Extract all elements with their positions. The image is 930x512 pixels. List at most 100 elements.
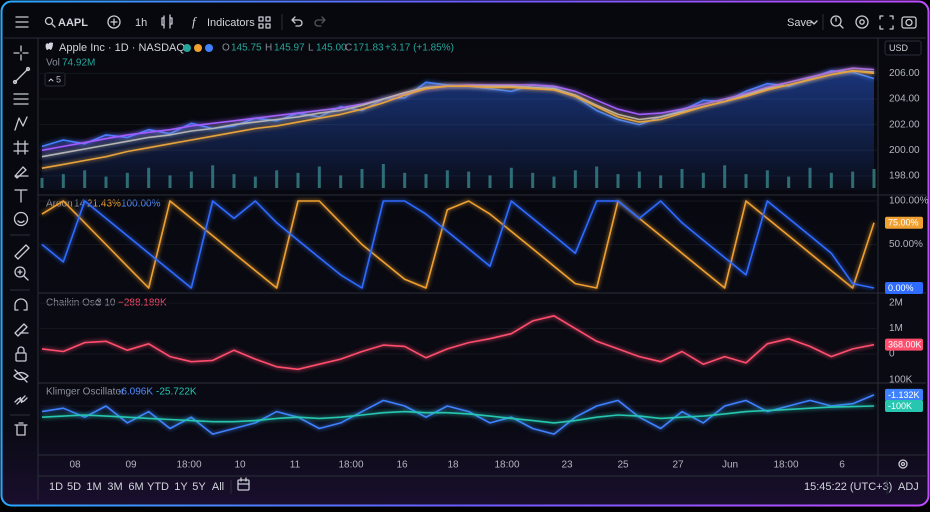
currency: USD: [889, 43, 909, 53]
range-button[interactable]: 1Y: [174, 481, 188, 493]
hide-tool[interactable]: [13, 369, 29, 383]
x-tick-label: 10: [234, 460, 246, 471]
price-legend: Apple Inc · 1D · NASDAQ O 145.75 H 145.9…: [44, 42, 454, 87]
series-line: [41, 200, 875, 289]
interval[interactable]: 1h: [135, 17, 147, 29]
y-tick-label: 100.00%: [889, 196, 929, 207]
price-tag: [885, 216, 923, 229]
aroon-up-value: 21.43%: [87, 199, 121, 210]
price-tag-label: 75.00%: [888, 218, 919, 228]
delete-tool[interactable]: [14, 422, 28, 436]
save[interactable]: Save: [787, 17, 812, 29]
undo[interactable]: [291, 16, 303, 27]
aroon-params: 14: [74, 199, 86, 210]
logo: [45, 42, 53, 50]
range-button[interactable]: YTD: [147, 481, 169, 493]
adjust-button[interactable]: ADJ: [898, 481, 919, 493]
range-button[interactable]: 1M: [86, 481, 101, 493]
x-tick-label: 6: [839, 460, 845, 471]
y-tick-label: 198.00: [889, 171, 920, 182]
volume-value: 74.92M: [62, 58, 95, 69]
range-button[interactable]: 3M: [107, 481, 122, 493]
price-tag: [885, 399, 923, 412]
series-line: [41, 394, 875, 435]
klinger-signal-value: -25.722K: [156, 387, 197, 398]
compare-button[interactable]: [107, 15, 121, 29]
low-value: 145.00: [316, 43, 347, 54]
projection-tool[interactable]: [13, 140, 29, 155]
x-tick-label: 08: [69, 460, 81, 471]
price-tag-label: -100K: [888, 401, 912, 411]
brush-tool[interactable]: [14, 166, 29, 179]
trendline-tool[interactable]: [12, 66, 31, 85]
symbol-title: Apple Inc · 1D · NASDAQ: [59, 42, 185, 54]
range-button[interactable]: 5Y: [192, 481, 206, 493]
y-tick-label: 200.00: [889, 145, 920, 156]
stay-drawing-tool[interactable]: [14, 323, 29, 337]
price-axes: 206.00 204.00 202.00 200.00 198.00 100.00% 50.…: [885, 68, 929, 412]
indicators: Indicators: [207, 17, 255, 29]
symbol-search[interactable]: AAPL: [44, 16, 89, 29]
plots: [40, 67, 876, 435]
range-bar: 1D 5D 1M 3M 6M YTD 1Y 5Y All: [49, 481, 224, 493]
y-tick-label: 1M: [889, 323, 903, 334]
status-dot: [183, 44, 191, 52]
clock: 15:45:22 (UTC+3): [804, 481, 892, 493]
menu-button[interactable]: [15, 16, 29, 28]
range-button[interactable]: All: [212, 481, 224, 493]
magnet-tool[interactable]: [14, 298, 28, 311]
x-tick-label: 18:00: [338, 460, 363, 471]
y-tick-label: 50.00%: [889, 239, 923, 250]
crosshair-tool[interactable]: [13, 45, 29, 61]
goto-date[interactable]: [237, 477, 250, 491]
pattern-tool[interactable]: [14, 116, 28, 131]
y-tick-label: 2M: [889, 298, 903, 309]
lock-tool[interactable]: [15, 346, 27, 362]
open-value: 145.75: [231, 43, 262, 54]
range-button[interactable]: 1D: [49, 481, 63, 493]
status-dot: [194, 44, 202, 52]
price-tag-label: 368.00K: [888, 340, 922, 350]
y-tick-label: 204.00: [889, 94, 920, 105]
snapshot-button[interactable]: [901, 16, 917, 29]
x-tick-label: 16: [396, 460, 408, 471]
chart-type[interactable]: [161, 14, 173, 29]
price-tag-label: 0.00%: [888, 283, 914, 293]
series-line: [41, 315, 875, 371]
x-tick-label: 09: [125, 460, 137, 471]
measure-tool[interactable]: [14, 244, 30, 260]
x-tick-label: 18:00: [494, 460, 519, 471]
x-tick-label: 27: [672, 460, 684, 471]
x-tick-label: Jun: [722, 460, 738, 471]
series-line: [41, 200, 875, 289]
save-menu[interactable]: [810, 20, 818, 25]
zoom-tool[interactable]: [14, 266, 29, 281]
fib-tool[interactable]: [13, 93, 29, 105]
range-button[interactable]: 5D: [67, 481, 81, 493]
templates-button[interactable]: [258, 16, 271, 29]
link-tool[interactable]: [14, 395, 28, 405]
alert-button[interactable]: [830, 15, 844, 29]
close-label: C: [345, 43, 352, 54]
x-tick-label: 23: [561, 460, 573, 471]
axis-label: 100K: [889, 375, 913, 386]
x-tick-label: 18:00: [176, 460, 201, 471]
price-tag-label: -1.132K: [888, 390, 920, 400]
price-area: [42, 70, 874, 190]
price-tag: [885, 282, 923, 294]
axis-settings[interactable]: [898, 459, 908, 469]
high-label: H: [265, 43, 272, 54]
text-tool[interactable]: [14, 189, 28, 203]
currency-button[interactable]: USD: [884, 40, 922, 56]
x-tick-label: 18:00: [773, 460, 798, 471]
fullscreen-button[interactable]: [879, 15, 894, 30]
y-tick-label: 202.00: [889, 119, 920, 130]
x-tick-label: 11: [290, 460, 301, 471]
settings-button[interactable]: [855, 15, 869, 29]
icon-tool[interactable]: [13, 211, 29, 227]
redo[interactable]: [314, 16, 326, 27]
high-value: 145.97: [274, 43, 305, 54]
range-button[interactable]: 6M: [128, 481, 143, 493]
indicators-button[interactable]: f Indicators: [192, 14, 255, 29]
